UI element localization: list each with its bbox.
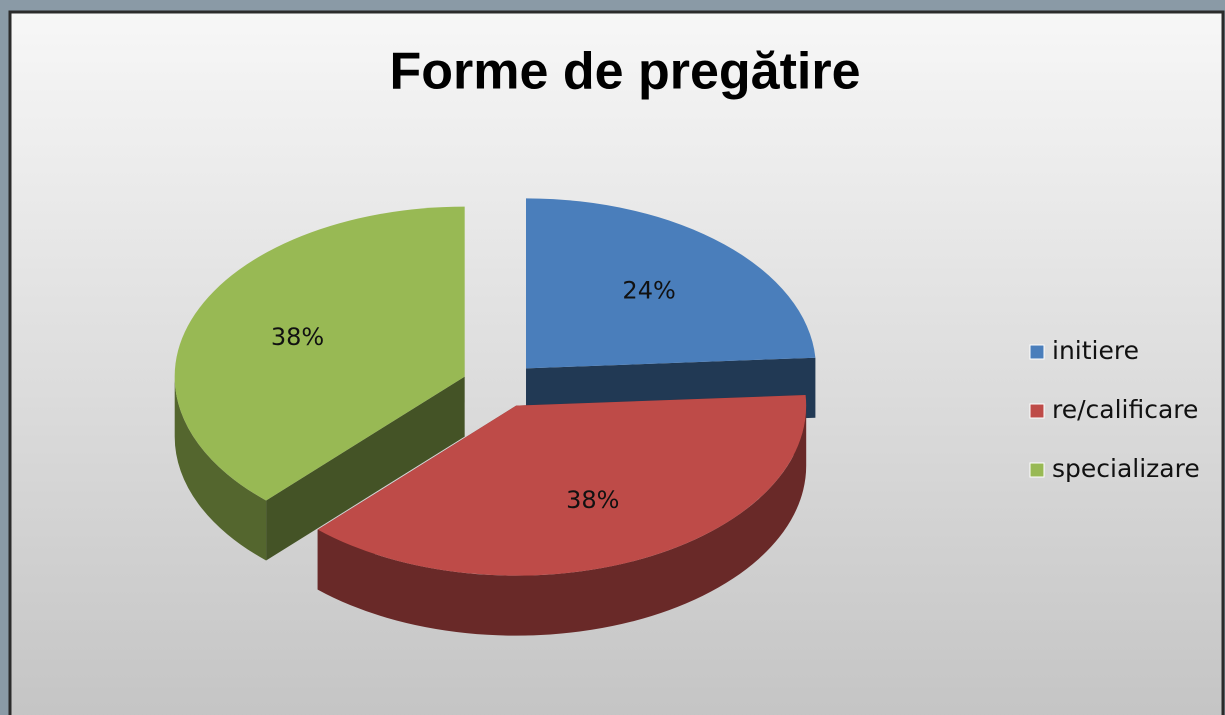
legend-label: specializare: [1052, 454, 1200, 483]
slice: [174, 206, 465, 561]
data-label: 38%: [566, 486, 619, 514]
legend-label: initiere: [1052, 336, 1139, 365]
legend-swatch: [1029, 344, 1045, 360]
chart-title: Forme de pregătire: [389, 43, 860, 101]
legend-swatch: [1029, 403, 1045, 419]
slice-top: [526, 198, 816, 369]
slice-radial-wall: [266, 376, 465, 561]
legend-swatch: [1029, 462, 1045, 478]
legend-label: re/calificare: [1052, 395, 1198, 424]
slice-top: [317, 395, 807, 576]
data-label: 38%: [271, 323, 324, 351]
slice: [317, 395, 807, 636]
slice-top: [174, 206, 465, 501]
data-label: 24%: [622, 277, 675, 305]
slice-side: [317, 405, 807, 636]
slice-side: [174, 376, 267, 561]
